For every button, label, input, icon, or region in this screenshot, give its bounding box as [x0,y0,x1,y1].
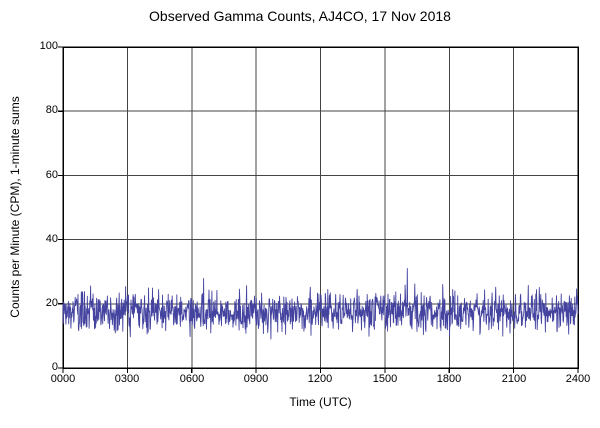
x-tick-label: 0000 [50,373,76,385]
gamma-counts-series [62,268,579,340]
y-axis-label: Counts per Minute (CPM), 1-minute sums [8,96,22,318]
y-tick-label: 40 [45,233,58,245]
x-tick-label: 2100 [501,373,527,385]
plot-area [58,46,579,373]
plot-border [62,46,579,369]
y-tick-label: 20 [45,297,58,309]
x-tick-label: 1500 [372,373,398,385]
y-tick-label: 80 [45,104,58,116]
y-tick-label: 60 [45,169,58,181]
y-tick-label: 0 [51,361,58,373]
chart-title: Observed Gamma Counts, AJ4CO, 17 Nov 201… [149,8,451,24]
x-tick-label: 0900 [243,373,269,385]
x-axis-label: Time (UTC) [289,395,352,409]
x-tick-label: 1200 [307,373,333,385]
x-tick-label: 0600 [179,373,205,385]
y-tick-label: 100 [39,40,58,52]
x-tick-label: 0300 [114,373,140,385]
x-tick-label: 1800 [436,373,462,385]
x-tick-label: 2400 [565,373,591,385]
